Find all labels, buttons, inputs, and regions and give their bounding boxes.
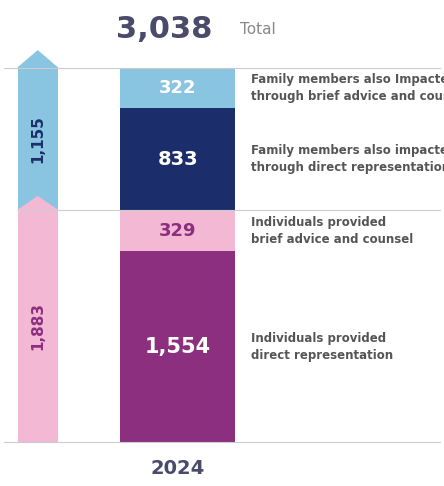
Text: Family members also Impacted
through brief advice and counsel: Family members also Impacted through bri…: [251, 73, 444, 103]
Bar: [120, 108, 235, 210]
Text: 2024: 2024: [151, 459, 205, 479]
Text: 1,883: 1,883: [30, 302, 45, 350]
Text: Total: Total: [240, 22, 276, 36]
Bar: [120, 68, 235, 108]
Polygon shape: [18, 197, 58, 210]
Text: 3,038: 3,038: [116, 15, 213, 44]
Text: Individuals provided
brief advice and counsel: Individuals provided brief advice and co…: [251, 216, 413, 245]
Text: 1,155: 1,155: [30, 115, 45, 163]
Polygon shape: [18, 51, 58, 68]
Text: 833: 833: [157, 150, 198, 169]
Text: Individuals provided
direct representation: Individuals provided direct representati…: [251, 331, 393, 362]
Text: 329: 329: [159, 222, 196, 240]
Bar: [18, 210, 58, 442]
Text: 1,554: 1,554: [145, 336, 210, 357]
Bar: [18, 68, 58, 210]
Bar: [120, 251, 235, 442]
Text: 322: 322: [159, 79, 196, 97]
Bar: [120, 210, 235, 251]
Text: Family members also impacted
through direct representation: Family members also impacted through dir…: [251, 144, 444, 174]
